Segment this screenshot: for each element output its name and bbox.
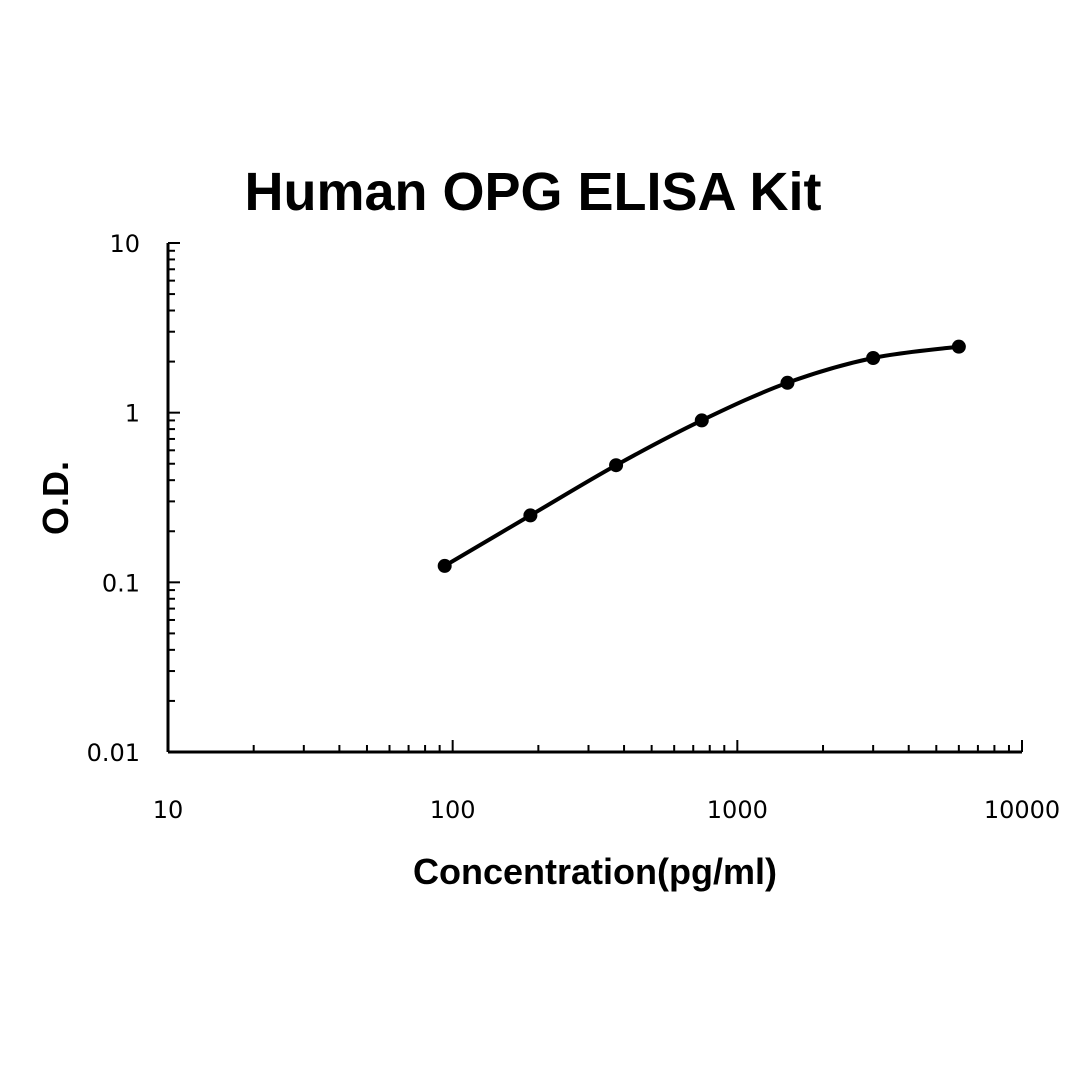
data-point (951, 339, 966, 354)
x-tick-label: 100 (430, 796, 476, 824)
y-tick-label: 1 (125, 400, 140, 428)
data-point (780, 375, 795, 390)
y-ticks (168, 242, 180, 753)
data-point (523, 508, 538, 523)
chart-title: Human OPG ELISA Kit (244, 162, 821, 222)
x-tick-label: 10 (153, 796, 184, 824)
y-tick-label: 0.01 (87, 739, 140, 767)
x-ticks (167, 740, 1023, 752)
y-tick-labels: 0.01 0.1 1 10 (87, 230, 140, 767)
y-axis-label: O.D. (35, 461, 76, 535)
series-line (442, 344, 961, 568)
data-point (694, 413, 709, 428)
x-tick-labels: 10 100 1000 10000 (153, 796, 1060, 824)
y-tick-label: 0.1 (102, 569, 140, 597)
x-axis-label: Concentration(pg/ml) (413, 851, 777, 892)
series-layer (437, 339, 966, 573)
x-tick-label: 10000 (984, 796, 1060, 824)
x-tick-label: 1000 (707, 796, 768, 824)
axes (166, 243, 1022, 754)
data-point (866, 350, 881, 365)
data-point (437, 558, 452, 573)
data-point (609, 458, 624, 473)
y-tick-label: 10 (109, 230, 140, 258)
